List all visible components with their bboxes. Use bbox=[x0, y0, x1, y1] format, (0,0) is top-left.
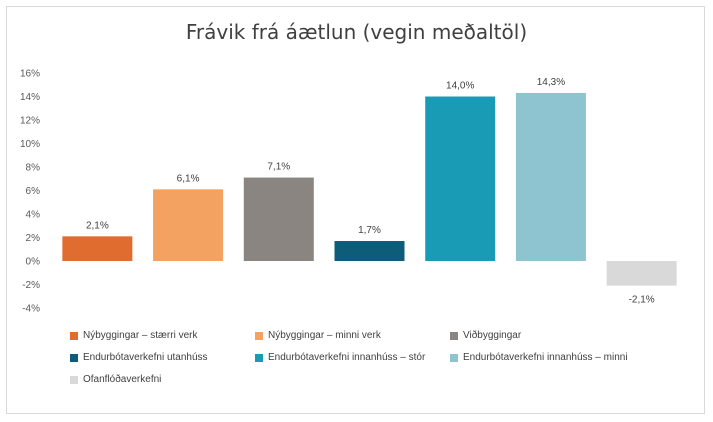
y-tick-label: 8% bbox=[26, 163, 41, 174]
legend-swatch bbox=[450, 331, 458, 340]
legend-label: Endurbótaverkefni innanhúss – stór bbox=[268, 352, 426, 363]
legend-label: Ofanflóðaverkefni bbox=[83, 374, 162, 385]
legend-item: Viðbyggingar bbox=[450, 330, 521, 341]
bar bbox=[243, 177, 314, 261]
y-tick-label: 2% bbox=[26, 233, 41, 244]
y-tick-label: 10% bbox=[20, 139, 40, 150]
chart-frame bbox=[6, 6, 705, 414]
bar bbox=[153, 189, 224, 261]
bar bbox=[425, 96, 496, 261]
legend-swatch bbox=[70, 375, 78, 384]
data-label: 7,1% bbox=[267, 162, 290, 173]
legend-label: Endurbótaverkefni innanhúss – minni bbox=[463, 352, 628, 363]
legend-label: Nýbyggingar – minni verk bbox=[268, 330, 381, 341]
y-tick-label: 0% bbox=[26, 257, 41, 268]
legend-item: Endurbótaverkefni innanhúss – minni bbox=[450, 352, 628, 363]
legend-swatch bbox=[255, 353, 263, 362]
y-tick-label: 6% bbox=[26, 186, 41, 197]
bar bbox=[515, 92, 586, 261]
y-tick-label: -4% bbox=[22, 304, 40, 315]
chart-title: Frávik frá áætlun (vegin meðaltöl) bbox=[185, 20, 528, 44]
legend-swatch bbox=[450, 353, 458, 362]
legend-item: Ofanflóðaverkefni bbox=[70, 374, 161, 385]
y-tick-label: 16% bbox=[20, 69, 40, 80]
data-label: 2,1% bbox=[86, 220, 109, 231]
bar bbox=[62, 236, 133, 261]
data-label: 14,0% bbox=[446, 81, 474, 92]
bar bbox=[334, 241, 405, 261]
data-label: 1,7% bbox=[358, 225, 381, 236]
legend-swatch bbox=[255, 331, 263, 340]
legend-label: Endurbótaverkefni utanhúss bbox=[83, 352, 208, 363]
data-label: -2,1% bbox=[629, 295, 655, 306]
bar bbox=[606, 261, 677, 286]
legend-item: Nýbyggingar – minni verk bbox=[255, 330, 381, 341]
legend-item: Endurbótaverkefni innanhúss – stór bbox=[255, 352, 425, 363]
legend-label: Nýbyggingar – stærri verk bbox=[83, 330, 198, 341]
y-tick-label: -2% bbox=[22, 280, 40, 291]
y-tick-label: 4% bbox=[26, 210, 41, 221]
legend-label: Viðbyggingar bbox=[463, 330, 522, 341]
data-label: 6,1% bbox=[177, 173, 200, 184]
legend-swatch bbox=[70, 331, 78, 340]
y-tick-label: 14% bbox=[20, 92, 40, 103]
legend-swatch bbox=[70, 353, 78, 362]
y-tick-label: 12% bbox=[20, 116, 40, 127]
legend-item: Endurbótaverkefni utanhúss bbox=[70, 352, 208, 363]
data-label: 14,3% bbox=[537, 77, 565, 88]
legend-item: Nýbyggingar – stærri verk bbox=[70, 330, 197, 341]
